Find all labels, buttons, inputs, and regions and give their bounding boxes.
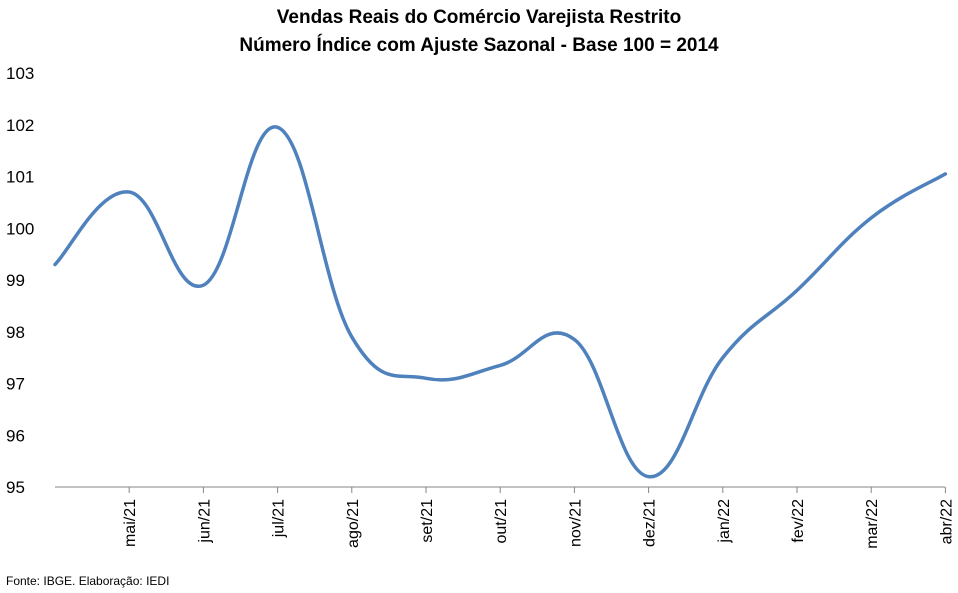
plot-area (53, 125, 948, 479)
x-tick-label: jun/21 (196, 499, 213, 544)
x-tick-label: abr/22 (938, 499, 955, 544)
y-tick-label: 96 (6, 426, 25, 445)
y-tick-label: 95 (6, 478, 25, 497)
chart-subtitle: Número Índice com Ajuste Sazonal - Base … (239, 35, 719, 56)
x-tick-label: jul/21 (271, 499, 288, 538)
y-axis: 95 96 97 98 99 100 101 102 103 (6, 64, 34, 497)
y-tick-label: 98 (6, 323, 25, 342)
x-tick-label: set/21 (419, 499, 436, 543)
x-tick-label: mar/22 (864, 499, 881, 549)
y-tick-label: 97 (6, 375, 25, 394)
chart-title: Vendas Reais do Comércio Varejista Restr… (276, 7, 682, 28)
source-note: Fonte: IBGE. Elaboração: IEDI (6, 574, 170, 588)
x-tick-label: dez/21 (642, 499, 659, 547)
y-tick-label: 102 (6, 116, 34, 135)
y-tick-label: 101 (6, 168, 34, 187)
x-tick-label: jan/22 (716, 499, 733, 544)
x-tick-label: fev/22 (790, 499, 807, 543)
y-tick-label: 100 (6, 219, 34, 238)
y-tick-label: 103 (6, 64, 34, 83)
x-axis: mai/21 jun/21 jul/21 ago/21 set/21 out/21 nov/… (55, 486, 955, 549)
x-tick-label: ago/21 (345, 499, 362, 548)
series-line (53, 125, 948, 479)
y-tick-label: 99 (6, 271, 25, 290)
x-tick-label: out/21 (493, 499, 510, 544)
x-tick-label: mai/21 (122, 499, 139, 547)
x-tick-label: nov/21 (567, 499, 584, 547)
